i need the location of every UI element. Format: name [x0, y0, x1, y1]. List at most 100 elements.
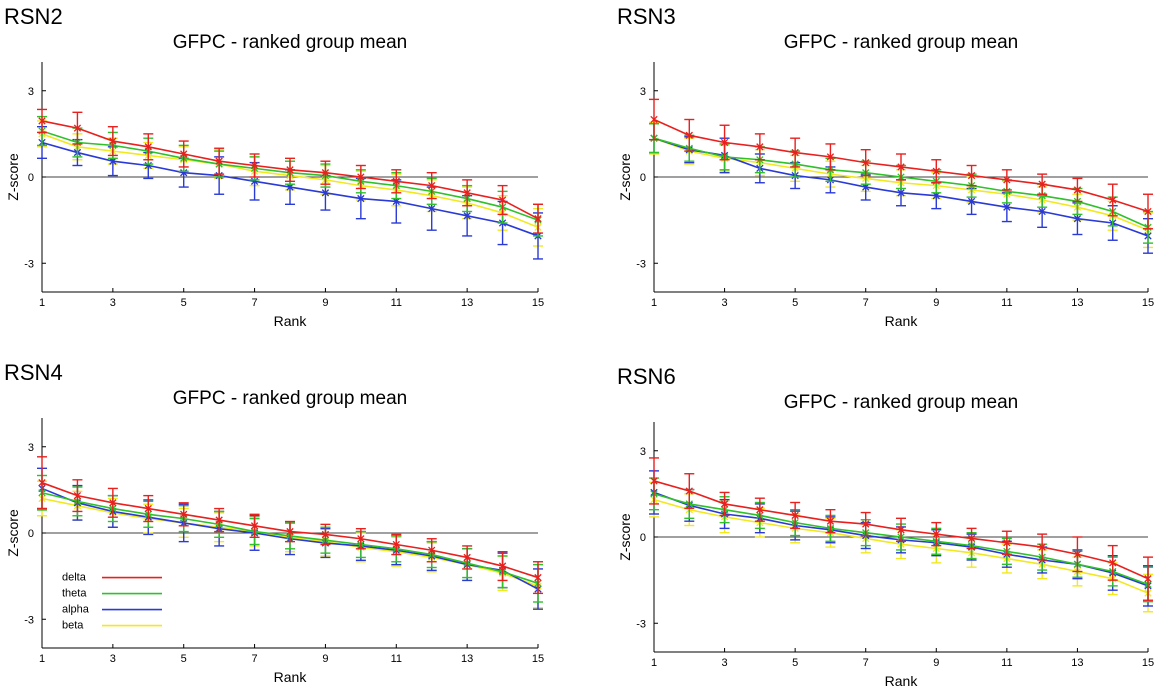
point-marker — [967, 171, 976, 180]
y-tick-label: -3 — [24, 258, 34, 270]
point-marker — [463, 189, 471, 197]
legend: delta theta alpha beta — [62, 572, 162, 632]
series-delta — [37, 456, 543, 595]
point-marker — [1144, 575, 1152, 583]
point-marker — [286, 527, 294, 536]
y-tick-label: 3 — [28, 442, 34, 454]
point-marker — [685, 487, 693, 495]
data-point — [720, 138, 729, 147]
y-tick-label: 0 — [28, 528, 34, 540]
data-point — [967, 171, 976, 180]
data-point — [1073, 550, 1082, 558]
chart-title: GFPC - ranked group mean — [173, 32, 407, 53]
point-marker — [144, 143, 152, 151]
data-point — [463, 553, 471, 562]
point-marker — [932, 192, 940, 200]
data-point — [73, 124, 82, 132]
y-tick-label: 3 — [28, 86, 34, 98]
x-tick-label: 13 — [461, 297, 473, 309]
point-marker — [862, 183, 870, 191]
point-marker — [392, 540, 400, 549]
data-point — [498, 562, 507, 570]
point-marker — [215, 516, 223, 524]
x-tick-label: 7 — [863, 297, 869, 309]
data-point — [967, 534, 976, 543]
x-axis-label: Rank — [274, 313, 308, 329]
data-point — [1003, 176, 1011, 184]
point-marker — [73, 124, 82, 132]
point-marker — [286, 166, 294, 174]
point-marker — [756, 506, 764, 514]
point-marker — [1003, 539, 1011, 547]
data-point — [109, 157, 117, 165]
point-marker — [1109, 559, 1117, 567]
data-point — [250, 161, 259, 170]
x-tick-label: 1 — [651, 657, 657, 669]
data-point — [826, 153, 835, 161]
point-marker — [109, 499, 117, 507]
data-point — [1109, 196, 1117, 204]
point-marker — [463, 553, 471, 562]
data-point — [534, 573, 542, 582]
data-point — [1073, 186, 1082, 194]
data-point — [73, 491, 82, 500]
series-delta — [649, 98, 1153, 230]
point-marker — [897, 526, 905, 534]
data-point — [685, 131, 693, 139]
data-point — [428, 546, 436, 554]
data-point — [180, 510, 188, 518]
point-marker — [932, 530, 940, 538]
data-point — [897, 163, 905, 171]
y-axis-label: Z-score — [617, 153, 633, 201]
data-point — [756, 143, 764, 151]
data-point — [428, 181, 436, 190]
point-marker — [967, 534, 976, 543]
y-axis-label: Z-score — [617, 513, 633, 561]
data-point — [109, 499, 117, 507]
x-axis-label: Rank — [885, 313, 919, 329]
x-tick-label: 7 — [252, 653, 258, 665]
point-marker — [1038, 180, 1046, 188]
data-point — [932, 167, 940, 175]
point-marker — [428, 181, 436, 190]
data-point — [932, 530, 940, 538]
point-marker — [1038, 207, 1046, 216]
chart-title: GFPC - ranked group mean — [784, 392, 1018, 413]
point-marker — [392, 177, 400, 185]
point-marker — [826, 153, 835, 161]
point-marker — [428, 204, 436, 213]
x-tick-label: 15 — [1142, 657, 1154, 669]
x-tick-label: 11 — [391, 297, 402, 309]
point-marker — [463, 212, 471, 220]
data-point — [215, 157, 223, 165]
point-marker — [791, 511, 799, 520]
data-point — [392, 540, 400, 549]
point-marker — [215, 157, 223, 165]
x-tick-label: 13 — [461, 653, 473, 665]
point-marker — [534, 573, 542, 582]
x-tick-label: 11 — [1001, 657, 1012, 669]
data-point — [791, 148, 799, 157]
data-point — [463, 212, 471, 220]
data-point — [1144, 207, 1152, 216]
series-delta — [37, 108, 543, 234]
x-tick-label: 3 — [722, 297, 728, 309]
data-point — [1038, 543, 1046, 551]
data-point — [392, 177, 400, 185]
x-axis-label: Rank — [274, 669, 308, 685]
point-marker — [1003, 176, 1011, 184]
legend-label-delta: delta — [62, 572, 87, 584]
data-point — [1038, 207, 1046, 216]
point-marker — [967, 197, 976, 206]
y-tick-label: -3 — [24, 614, 34, 626]
x-tick-label: 15 — [532, 297, 544, 309]
data-point — [534, 215, 542, 223]
legend-label-alpha: alpha — [62, 604, 90, 616]
y-axis-label: Z-score — [5, 509, 21, 557]
data-point — [498, 196, 507, 204]
y-tick-label: -3 — [636, 618, 646, 630]
point-marker — [109, 157, 117, 165]
point-marker — [286, 183, 294, 191]
x-tick-label: 1 — [39, 297, 45, 309]
